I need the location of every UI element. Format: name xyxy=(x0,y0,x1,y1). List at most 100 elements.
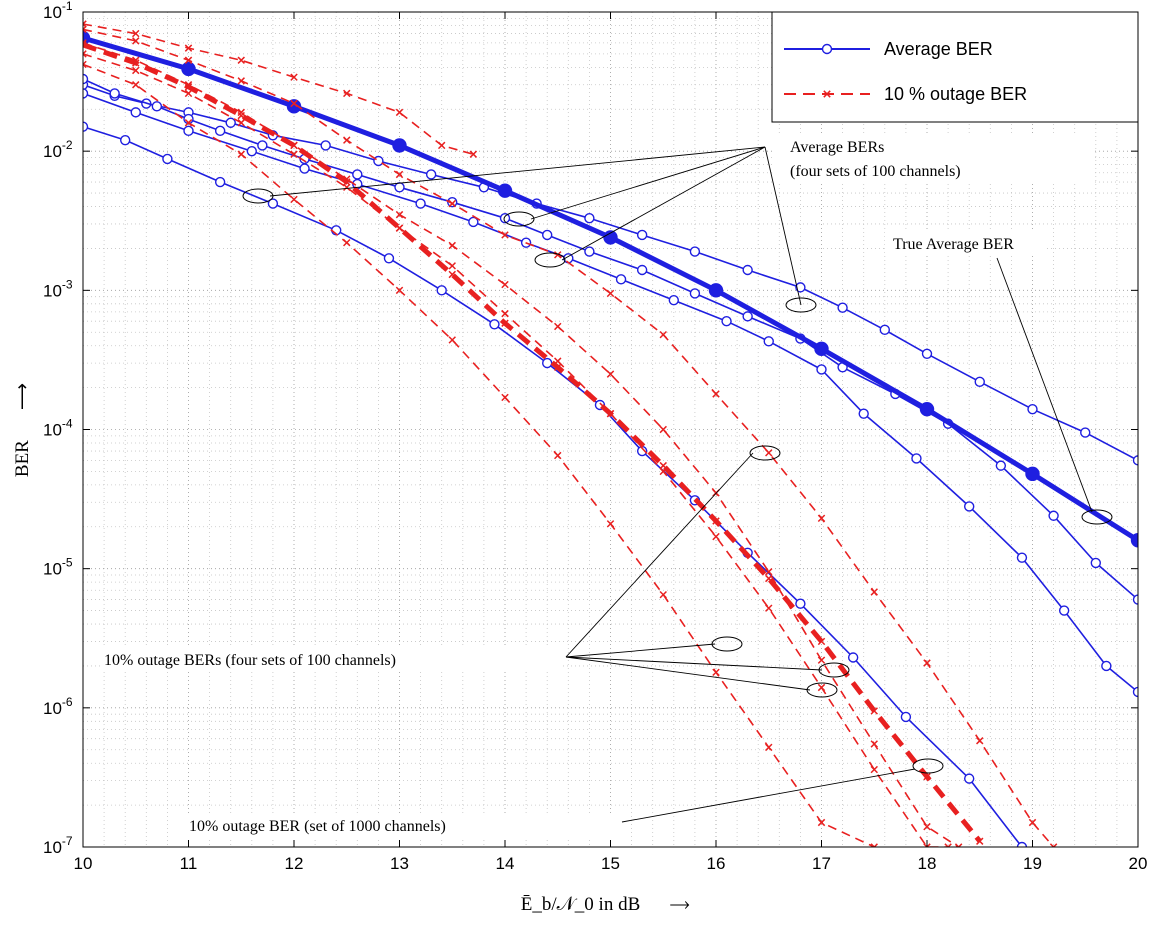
data-point-x xyxy=(823,90,831,98)
data-point-circle xyxy=(1016,841,1028,847)
data-point-x xyxy=(554,363,562,372)
annotation-leader xyxy=(764,146,802,306)
series-line xyxy=(83,92,1138,693)
data-point-x xyxy=(923,659,931,667)
y-tick-label: 10-6 xyxy=(43,695,73,718)
data-point-circle xyxy=(1101,660,1112,672)
data-point-x xyxy=(870,707,878,715)
annotation-ellipse xyxy=(785,297,817,313)
data-point-x xyxy=(184,89,193,98)
data-point-x xyxy=(237,56,245,64)
series-line xyxy=(83,53,949,847)
series-outage_100-5 xyxy=(83,20,478,158)
data-point-circle xyxy=(299,163,310,174)
series-line xyxy=(83,78,1138,601)
data-point-circle xyxy=(1132,686,1138,698)
data-point-x xyxy=(448,241,456,250)
data-point-circle xyxy=(900,711,912,723)
data-point-x xyxy=(184,44,193,52)
series-outage_100-9 xyxy=(83,60,878,847)
data-point-x xyxy=(554,451,562,460)
data-point-circle xyxy=(1080,427,1091,438)
annotation-leader xyxy=(561,146,766,261)
data-point-circle xyxy=(257,140,268,151)
x-tick-label: 15 xyxy=(601,854,620,873)
data-point-x xyxy=(659,590,667,599)
data-point-x xyxy=(290,141,298,150)
x-tick-label: 20 xyxy=(1129,854,1148,873)
series-outage_1000-10 xyxy=(83,41,984,845)
data-point-x xyxy=(1028,818,1037,827)
series-true_average-4 xyxy=(83,30,1138,548)
data-point-x xyxy=(765,574,773,583)
data-point-circle xyxy=(383,253,395,264)
data-point-circle xyxy=(584,212,595,224)
data-point-x xyxy=(237,150,245,158)
x-axis-label: Ē_b/𝒩_0 in dB ⟶ xyxy=(521,894,690,915)
x-tick-label: 11 xyxy=(180,854,198,873)
data-point-x xyxy=(606,520,615,528)
data-point-x xyxy=(343,238,351,247)
data-point-x xyxy=(83,25,87,34)
data-point-circle xyxy=(615,274,627,285)
data-point-circle xyxy=(1016,552,1028,563)
annotation-bg xyxy=(100,647,562,671)
data-point-x xyxy=(501,309,509,318)
data-point-x xyxy=(923,843,931,847)
data-point-x xyxy=(554,322,562,331)
data-point-x xyxy=(712,668,720,677)
data-point-x xyxy=(765,743,773,752)
annotation-ellipse xyxy=(749,445,781,461)
data-point-x xyxy=(501,319,509,327)
data-point-x xyxy=(395,224,404,232)
plot-frame xyxy=(82,11,1139,848)
data-point-circle xyxy=(964,773,975,784)
data-point-circle xyxy=(267,198,279,209)
data-point-circle xyxy=(286,99,302,114)
data-point-x xyxy=(765,568,773,576)
data-point-x xyxy=(237,119,245,127)
data-point-circle xyxy=(183,125,194,137)
data-point-circle xyxy=(214,125,226,137)
data-point-x xyxy=(765,449,773,457)
series-line xyxy=(83,28,1055,847)
data-point-x xyxy=(606,409,615,418)
data-point-x xyxy=(343,89,351,98)
annotation-bg xyxy=(775,133,1093,183)
data-point-x xyxy=(870,765,878,774)
data-point-circle xyxy=(911,453,922,464)
data-point-x xyxy=(343,136,351,144)
data-point-circle xyxy=(974,376,985,388)
data-point-x xyxy=(184,83,193,91)
data-point-circle xyxy=(392,138,407,153)
data-point-x xyxy=(817,818,826,827)
data-point-x xyxy=(501,280,509,289)
data-point-circle xyxy=(542,229,553,241)
data-point-x xyxy=(448,199,456,208)
annotation-ellipse xyxy=(711,636,743,652)
data-point-circle xyxy=(879,324,890,336)
data-point-x xyxy=(817,656,826,664)
data-point-x xyxy=(501,231,509,239)
annotation-ellipse xyxy=(1081,509,1113,525)
data-point-x xyxy=(712,532,720,541)
data-point-x xyxy=(290,99,298,108)
data-point-x xyxy=(132,37,140,45)
annotation-bg xyxy=(885,232,1045,254)
data-point-x xyxy=(290,195,298,204)
data-point-x xyxy=(395,170,404,179)
data-point-circle xyxy=(83,121,89,132)
data-point-circle xyxy=(689,288,701,299)
data-point-circle xyxy=(795,598,806,609)
y-tick-label: 10-5 xyxy=(43,556,73,579)
data-point-circle xyxy=(636,264,648,276)
data-point-x xyxy=(83,50,87,58)
data-point-circle xyxy=(995,460,1007,471)
legend: Average BER 10 % outage BER xyxy=(771,11,1139,123)
y-axis-label: BER⟶ xyxy=(12,383,33,477)
data-point-circle xyxy=(1048,510,1059,521)
legend-label: Average BER xyxy=(884,39,993,59)
data-point-x xyxy=(870,740,878,748)
data-point-circle xyxy=(668,294,679,306)
legend-box xyxy=(771,11,1139,123)
